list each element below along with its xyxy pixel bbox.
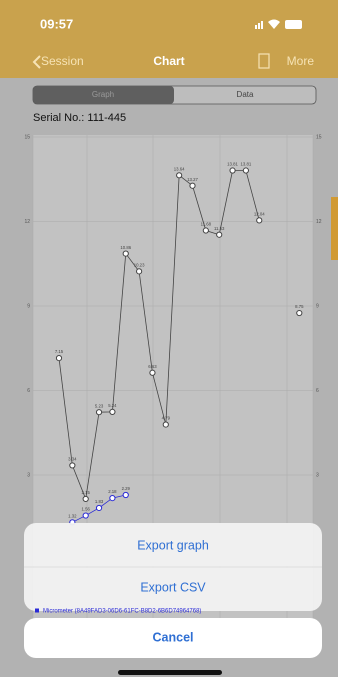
data-label: 2.15 bbox=[82, 490, 91, 495]
data-label: 1.83 bbox=[95, 499, 104, 504]
data-point bbox=[82, 495, 89, 503]
data-label: 13.64 bbox=[174, 166, 185, 171]
data-point bbox=[216, 231, 223, 238]
export-csv-button[interactable]: Export CSV bbox=[140, 580, 206, 594]
data-label: 4.79 bbox=[162, 416, 171, 421]
y-tick-label: 12 bbox=[24, 219, 30, 225]
back-label[interactable]: Session bbox=[41, 54, 84, 68]
cancel-sheet bbox=[24, 618, 322, 658]
legend-swatch bbox=[35, 608, 39, 613]
data-label: 10.23 bbox=[134, 262, 145, 267]
y-tick-label: 9 bbox=[27, 303, 30, 309]
data-label: 11.53 bbox=[214, 226, 225, 231]
back-button[interactable]: Session bbox=[32, 54, 84, 69]
data-point bbox=[149, 369, 156, 376]
data-label: 7.15 bbox=[55, 349, 64, 354]
cancel-button[interactable]: Cancel bbox=[153, 630, 194, 644]
nav-title: Chart bbox=[153, 54, 184, 68]
data-label: 3.34 bbox=[68, 457, 77, 462]
data-label: 11.68 bbox=[201, 222, 212, 227]
status-icons bbox=[255, 19, 302, 29]
data-point bbox=[122, 250, 129, 257]
export-graph-button[interactable]: Export graph bbox=[137, 538, 209, 552]
y2-tick-label: 3 bbox=[316, 472, 319, 478]
data-label: 2.18 bbox=[108, 489, 117, 494]
home-indicator bbox=[118, 670, 222, 675]
share-icon[interactable] bbox=[258, 53, 270, 69]
data-label: 13.81 bbox=[227, 162, 238, 167]
series-line bbox=[58, 170, 260, 501]
legend-label: Micrometer (8A49FAD3-06D6-61FC-B8D2-6B6D… bbox=[43, 609, 201, 615]
data-point bbox=[242, 167, 249, 174]
y2-tick-label: 15 bbox=[316, 134, 322, 140]
segment-graph[interactable]: Graph bbox=[92, 90, 114, 99]
data-point bbox=[136, 268, 143, 275]
data-label: 13.81 bbox=[241, 162, 252, 167]
data-point bbox=[95, 504, 103, 512]
data-point bbox=[82, 512, 89, 519]
data-label: 5.24 bbox=[108, 403, 117, 408]
data-point bbox=[69, 462, 76, 469]
y-tick-label: 15 bbox=[24, 134, 30, 140]
data-point bbox=[189, 182, 196, 189]
data-label: 5.23 bbox=[95, 403, 104, 408]
data-label: 1.32 bbox=[68, 513, 77, 518]
header-bg bbox=[0, 0, 338, 78]
data-point bbox=[109, 408, 116, 416]
status-time: 09:57 bbox=[40, 16, 73, 31]
data-label: 13.27 bbox=[187, 177, 198, 182]
data-label: 1.56 bbox=[82, 507, 91, 512]
data-label: 8.75 bbox=[295, 304, 304, 309]
data-point bbox=[202, 227, 209, 234]
segment-selected[interactable] bbox=[33, 86, 174, 104]
data-point bbox=[55, 355, 63, 362]
segment-data[interactable]: Data bbox=[237, 90, 254, 99]
data-label: 2.29 bbox=[122, 486, 131, 491]
data-point bbox=[256, 217, 263, 224]
side-tab bbox=[331, 197, 338, 260]
y2-tick-label: 6 bbox=[316, 388, 319, 394]
data-point bbox=[296, 309, 303, 317]
data-point bbox=[122, 491, 129, 499]
y2-tick-label: 12 bbox=[316, 219, 322, 225]
data-point bbox=[95, 409, 103, 416]
y2-tick-label: 9 bbox=[316, 303, 319, 309]
more-button[interactable]: More bbox=[287, 54, 315, 68]
data-point bbox=[162, 421, 169, 428]
data-label: 6.63 bbox=[148, 364, 157, 369]
data-point bbox=[176, 172, 183, 179]
data-label: 12.04 bbox=[254, 212, 265, 217]
data-point bbox=[109, 494, 116, 502]
data-label: 10.86 bbox=[120, 245, 131, 250]
y-tick-label: 3 bbox=[27, 472, 30, 478]
data-point bbox=[229, 167, 236, 174]
y-tick-label: 6 bbox=[27, 388, 30, 394]
serial-number: Serial No.: 111-445 bbox=[33, 112, 126, 124]
